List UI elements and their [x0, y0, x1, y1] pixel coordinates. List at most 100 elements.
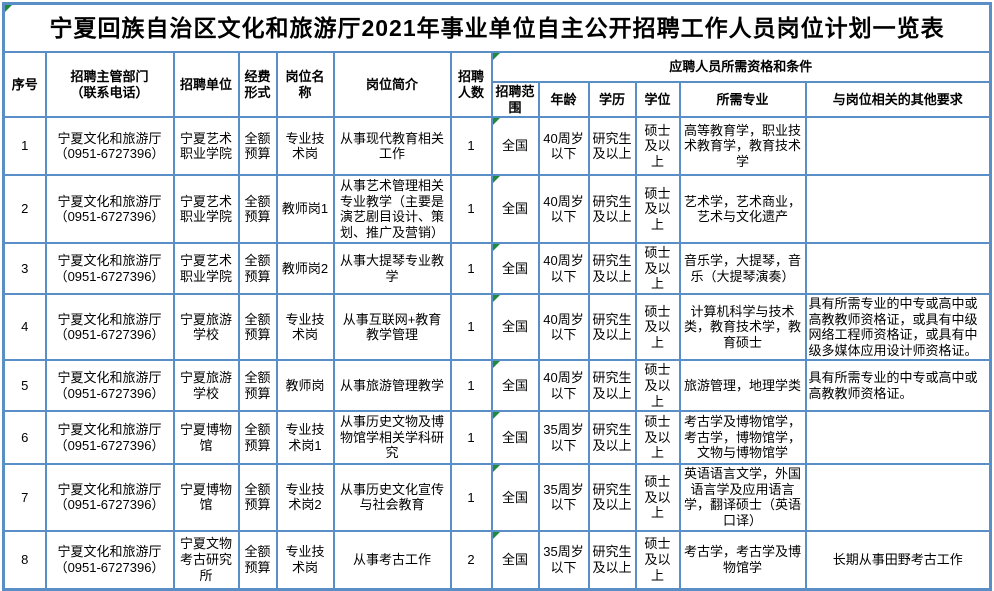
header-row-2: 招聘范围 年龄 学历 学位 所需专业 与岗位相关的其他要求: [4, 80, 992, 119]
cell-dept: 宁夏文化和旅游厅 （0951-6727396）: [44, 410, 175, 466]
header-serial: 序号: [2, 50, 47, 119]
cell-degree: 硕士及以上: [634, 242, 681, 295]
cell-degree: 硕士及以上: [634, 359, 681, 413]
cell-major: 旅游管理，地理学类: [678, 359, 807, 413]
cell-scope: 全国: [490, 410, 540, 466]
cell-degree: 硕士及以上: [634, 292, 681, 362]
cell-major: 考古学，考古学及博物馆学: [678, 529, 807, 591]
cell-unit: 宁夏艺术职业学院: [172, 242, 240, 295]
table-row: 2 宁夏文化和旅游厅 （0951-6727396） 宁夏艺术职业学院 全额预算 …: [2, 174, 992, 245]
cell-serial: 2: [2, 174, 47, 245]
table-row: 7 宁夏文化和旅游厅 （0951-6727396） 宁夏博物馆 全额预算 专业技…: [2, 463, 992, 532]
cell-serial: 4: [2, 292, 47, 362]
cell-age: 40周岁以下: [537, 359, 590, 413]
header-count: 招聘人数: [449, 50, 493, 119]
header-major: 所需专业: [678, 80, 807, 119]
cell-education: 研究生及以上: [587, 529, 637, 591]
cell-education: 研究生及以上: [587, 242, 637, 295]
cell-education: 研究生及以上: [587, 359, 637, 413]
cell-post-name: 专业技术岗1: [275, 410, 335, 466]
cell-budget: 全额预算: [237, 292, 278, 362]
cell-budget: 全额预算: [237, 463, 278, 532]
header-unit: 招聘单位: [172, 50, 240, 119]
cell-post-desc: 从事现代教育相关工作: [332, 116, 452, 177]
cell-education: 研究生及以上: [587, 116, 637, 177]
header-dept: 招聘主管部门 （联系电话）: [44, 50, 175, 119]
cell-age: 40周岁以下: [537, 116, 590, 177]
cell-scope: 全国: [490, 359, 540, 413]
cell-other-req: [804, 410, 992, 466]
cell-budget: 全额预算: [237, 116, 278, 177]
cell-degree: 硕士及以上: [634, 116, 681, 177]
cell-count: 1: [449, 242, 493, 295]
cell-other-req: 长期从事田野考古工作: [804, 529, 992, 591]
cell-other-req: [804, 174, 992, 245]
cell-scope: 全国: [490, 529, 540, 591]
cell-unit: 宁夏文物考古研究所: [172, 529, 240, 591]
cell-budget: 全额预算: [237, 529, 278, 591]
cell-age: 40周岁以下: [537, 174, 590, 245]
cell-post-name: 教师岗1: [275, 174, 335, 245]
cell-post-name: 专业技术岗: [275, 116, 335, 177]
cell-dept: 宁夏文化和旅游厅 （0951-6727396）: [44, 292, 175, 362]
cell-post-name: 教师岗: [275, 359, 335, 413]
table-row: 6 宁夏文化和旅游厅 （0951-6727396） 宁夏博物馆 全额预算 专业技…: [2, 410, 992, 466]
table-row: 8 宁夏文化和旅游厅 （0951-6727396） 宁夏文物考古研究所 全额预算…: [2, 529, 992, 591]
header-post-desc: 岗位简介: [332, 50, 452, 119]
cell-post-desc: 从事艺术管理相关专业教学（主要是演艺剧目设计、策划、推广及营销）: [332, 174, 452, 245]
cell-post-desc: 从事互联网+教育教学管理: [332, 292, 452, 362]
cell-post-desc: 从事历史文化宣传与社会教育: [332, 463, 452, 532]
cell-degree: 硕士及以上: [634, 529, 681, 591]
cell-post-desc: 从事大提琴专业教学: [332, 242, 452, 295]
cell-scope: 全国: [490, 242, 540, 295]
cell-unit: 宁夏博物馆: [172, 410, 240, 466]
header-scope: 招聘范围: [490, 80, 540, 119]
cell-serial: 8: [2, 529, 47, 591]
header-other-req: 与岗位相关的其他要求: [804, 80, 992, 119]
cell-age: 35周岁以下: [537, 463, 590, 532]
cell-major: 艺术学，艺术商业，艺术与文化遗产: [678, 174, 807, 245]
cell-scope: 全国: [490, 174, 540, 245]
cell-education: 研究生及以上: [587, 292, 637, 362]
cell-dept: 宁夏文化和旅游厅 （0951-6727396）: [44, 529, 175, 591]
cell-other-req: 具有所需专业的中专或高中或高教教师资格证。: [804, 359, 992, 413]
cell-education: 研究生及以上: [587, 410, 637, 466]
cell-major: 高等教育学，职业技术教育学，教育技术学: [678, 116, 807, 177]
cell-unit: 宁夏旅游学校: [172, 292, 240, 362]
cell-post-desc: 从事考古工作: [332, 529, 452, 591]
cell-major: 考古学及博物馆学，考古学，博物馆学，文物与博物馆学: [678, 410, 807, 466]
cell-dept: 宁夏文化和旅游厅 （0951-6727396）: [44, 242, 175, 295]
cell-post-name: 教师岗2: [275, 242, 335, 295]
cell-major: 音乐学，大提琴，音乐（大提琴演奏）: [678, 242, 807, 295]
cell-degree: 硕士及以上: [634, 463, 681, 532]
table-row: 1 宁夏文化和旅游厅 （0951-6727396） 宁夏艺术职业学院 全额预算 …: [2, 116, 992, 177]
cell-dept: 宁夏文化和旅游厅 （0951-6727396）: [44, 174, 175, 245]
cell-education: 研究生及以上: [587, 463, 637, 532]
cell-post-desc: 从事历史文物及博物馆学相关学科研究: [332, 410, 452, 466]
cell-serial: 5: [2, 359, 47, 413]
cell-unit: 宁夏艺术职业学院: [172, 116, 240, 177]
table-row: 4 宁夏文化和旅游厅 （0951-6727396） 宁夏旅游学校 全额预算 专业…: [2, 292, 992, 362]
cell-count: 1: [449, 116, 493, 177]
cell-major: 计算机科学与技术类，教育技术学，教育硕士: [678, 292, 807, 362]
cell-count: 1: [449, 174, 493, 245]
cell-major: 英语语言文学，外国语言学及应用语言学，翻译硕士（英语口译）: [678, 463, 807, 532]
cell-unit: 宁夏艺术职业学院: [172, 174, 240, 245]
cell-budget: 全额预算: [237, 242, 278, 295]
cell-other-req: [804, 242, 992, 295]
cell-dept: 宁夏文化和旅游厅 （0951-6727396）: [44, 116, 175, 177]
page-title: 宁夏回族自治区文化和旅游厅2021年事业单位自主公开招聘工作人员岗位计划一览表: [2, 2, 992, 53]
cell-count: 1: [449, 359, 493, 413]
header-row-1: 序号 招聘主管部门 （联系电话） 招聘单位 经费形式 岗位名称 岗位简介 招聘人…: [2, 50, 992, 119]
header-degree: 学位: [634, 80, 681, 119]
cell-count: 1: [449, 292, 493, 362]
cell-other-req: 具有所需专业的中专或高中或高教教师资格证，或具有中级网络工程师资格证，或具有中级…: [804, 292, 992, 362]
cell-count: 2: [449, 529, 493, 591]
cell-post-name: 专业技术岗: [275, 292, 335, 362]
cell-age: 40周岁以下: [537, 292, 590, 362]
cell-serial: 7: [2, 463, 47, 532]
cell-degree: 硕士及以上: [634, 410, 681, 466]
cell-dept: 宁夏文化和旅游厅 （0951-6727396）: [44, 359, 175, 413]
